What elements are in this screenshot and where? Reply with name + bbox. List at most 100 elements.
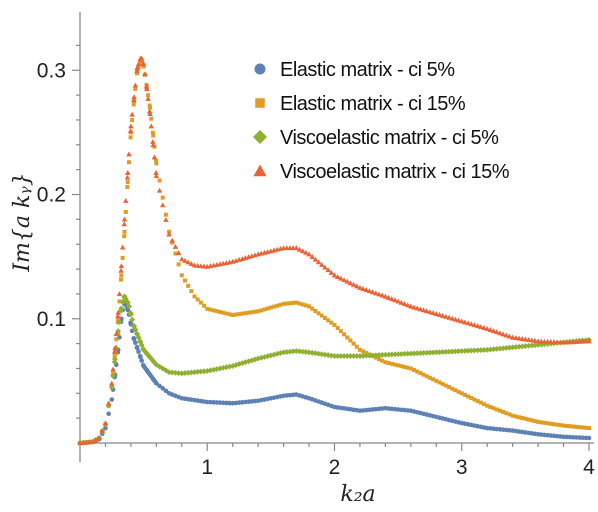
data-point — [315, 259, 322, 265]
series-2 — [77, 293, 592, 446]
data-point — [110, 372, 117, 379]
data-point — [385, 351, 392, 358]
data-point — [526, 417, 531, 422]
data-point — [240, 311, 245, 316]
data-point — [481, 325, 487, 330]
x-tick-label: 4 — [583, 456, 595, 479]
data-point — [337, 353, 344, 359]
data-point — [319, 313, 324, 318]
data-point — [577, 425, 582, 430]
data-point — [453, 388, 458, 393]
data-point — [136, 349, 141, 354]
data-point — [157, 178, 162, 183]
data-point — [151, 133, 156, 138]
data-point — [446, 348, 452, 355]
data-point — [139, 60, 144, 65]
data-point — [173, 251, 178, 256]
data-point — [447, 385, 452, 390]
data-point — [485, 403, 490, 408]
data-point — [144, 86, 150, 92]
data-point — [137, 353, 143, 359]
data-point — [147, 111, 153, 116]
data-point — [490, 328, 497, 334]
data-point — [484, 325, 490, 331]
data-point — [252, 309, 257, 314]
data-point — [513, 414, 518, 419]
data-point — [404, 350, 411, 357]
data-point — [503, 332, 510, 338]
data-point — [545, 421, 550, 426]
data-point — [478, 324, 484, 330]
data-point — [249, 310, 254, 315]
data-point — [548, 421, 553, 426]
data-point — [338, 275, 344, 281]
data-point — [306, 251, 312, 257]
data-point — [509, 334, 516, 340]
data-point — [128, 123, 134, 129]
data-point — [455, 317, 462, 323]
data-point — [332, 322, 337, 327]
data-point — [93, 437, 99, 443]
data-point — [131, 335, 137, 341]
data-point — [369, 289, 376, 295]
data-point — [386, 361, 391, 366]
data-point — [205, 306, 210, 311]
data-point — [430, 349, 437, 356]
data-point — [326, 318, 331, 323]
data-point — [284, 301, 289, 306]
data-point — [134, 65, 140, 70]
data-point — [145, 96, 151, 102]
y-tick-label: 0.3 — [37, 59, 66, 82]
data-point — [552, 422, 557, 427]
data-point — [414, 305, 420, 311]
data-point — [154, 158, 159, 163]
x-tick-label: 1 — [201, 456, 213, 479]
data-point — [312, 256, 319, 262]
data-point — [411, 304, 417, 310]
x-axis-title: k₂a — [340, 482, 375, 507]
data-point — [294, 300, 299, 305]
data-point — [417, 306, 424, 312]
data-point — [399, 364, 404, 369]
data-point — [109, 397, 115, 402]
data-point — [449, 348, 456, 355]
data-point — [580, 425, 585, 430]
data-point — [525, 336, 532, 342]
data-point — [414, 350, 421, 357]
data-point — [322, 264, 328, 270]
data-point — [424, 374, 429, 379]
data-point — [522, 336, 529, 342]
data-point — [402, 364, 407, 369]
data-point — [243, 311, 248, 316]
data-point — [153, 361, 159, 368]
data-point — [474, 323, 481, 329]
data-point — [405, 365, 410, 370]
data-point — [412, 368, 417, 373]
data-point — [150, 138, 156, 144]
data-point — [431, 377, 436, 382]
data-point — [230, 313, 235, 318]
legend-label: Viscoelastic matrix - ci 15% — [280, 161, 510, 183]
data-point — [481, 347, 487, 353]
data-point — [408, 303, 414, 309]
data-point — [350, 281, 357, 287]
data-point — [309, 254, 315, 259]
data-point — [147, 105, 152, 110]
y-tick-label: 0.2 — [37, 184, 66, 207]
data-point — [303, 249, 309, 255]
data-point — [376, 291, 382, 297]
data-point — [523, 416, 528, 421]
data-point — [114, 337, 119, 342]
data-point — [208, 307, 213, 312]
data-point — [265, 306, 270, 311]
data-point — [118, 307, 124, 314]
data-point — [395, 298, 401, 304]
data-point — [567, 424, 572, 429]
data-point — [466, 394, 471, 399]
data-point — [494, 329, 500, 335]
data-point — [415, 369, 420, 374]
data-point — [450, 386, 455, 391]
legend-label: Elastic matrix - ci 5% — [280, 59, 455, 81]
data-point — [172, 243, 179, 249]
data-point — [506, 333, 513, 339]
